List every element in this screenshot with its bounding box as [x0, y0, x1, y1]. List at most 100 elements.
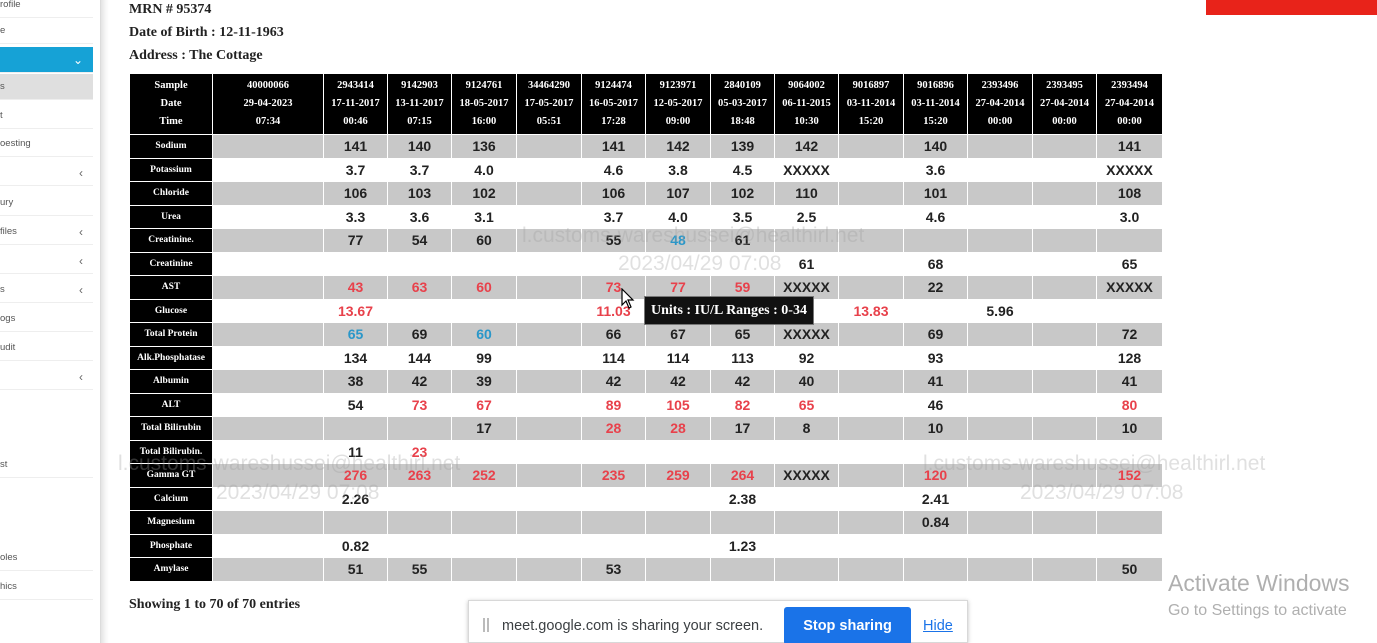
result-cell[interactable]: 65 — [323, 322, 388, 347]
result-cell[interactable]: 77 — [323, 228, 388, 253]
result-cell[interactable]: 2.5 — [774, 204, 839, 229]
sidebar-item[interactable]: ‹ — [0, 160, 93, 186]
result-cell[interactable]: 40 — [774, 369, 839, 394]
result-cell[interactable]: 3.8 — [645, 157, 711, 182]
sidebar-item[interactable]: s — [0, 74, 93, 100]
result-cell[interactable]: 102 — [451, 181, 517, 206]
result-cell[interactable]: 3.7 — [387, 157, 452, 182]
result-cell[interactable]: 28 — [645, 416, 711, 441]
result-cell[interactable]: 73 — [387, 392, 452, 417]
result-cell[interactable]: 4.5 — [710, 157, 775, 182]
result-cell[interactable]: 50 — [1096, 557, 1163, 582]
result-cell[interactable]: 259 — [645, 463, 711, 488]
result-cell[interactable]: 65 — [1096, 251, 1163, 276]
result-cell[interactable]: 264 — [710, 463, 775, 488]
result-cell[interactable]: 63 — [387, 275, 452, 300]
sidebar-item[interactable]: st — [0, 452, 93, 478]
result-cell[interactable]: 107 — [645, 181, 711, 206]
sidebar-item[interactable]: t — [0, 103, 93, 129]
result-cell[interactable]: 67 — [451, 392, 517, 417]
result-cell[interactable]: 61 — [710, 228, 775, 253]
result-cell[interactable]: 48 — [645, 228, 711, 253]
sidebar-item[interactable]: ogs — [0, 306, 93, 332]
result-cell[interactable]: 61 — [774, 251, 839, 276]
result-cell[interactable]: 54 — [323, 392, 388, 417]
result-cell[interactable]: 142 — [774, 134, 839, 159]
result-cell[interactable]: 42 — [387, 369, 452, 394]
result-cell[interactable]: 142 — [645, 134, 711, 159]
result-cell[interactable]: 41 — [1096, 369, 1163, 394]
result-cell[interactable]: 139 — [710, 134, 775, 159]
result-cell[interactable]: 120 — [903, 463, 968, 488]
result-cell[interactable]: 53 — [581, 557, 646, 582]
result-cell[interactable]: 4.0 — [451, 157, 517, 182]
result-cell[interactable]: 82 — [710, 392, 775, 417]
result-cell[interactable]: 110 — [774, 181, 839, 206]
result-cell[interactable]: 2.41 — [903, 486, 968, 511]
top-right-red-button[interactable] — [1206, 0, 1377, 15]
sidebar-item[interactable]: udit — [0, 335, 93, 361]
result-cell[interactable]: 102 — [710, 181, 775, 206]
sidebar-item[interactable]: oles — [0, 545, 93, 571]
result-cell[interactable]: 2.38 — [710, 486, 775, 511]
result-cell[interactable]: 93 — [903, 345, 968, 370]
result-cell[interactable]: 141 — [1096, 134, 1163, 159]
result-cell[interactable]: 0.82 — [323, 533, 388, 558]
result-cell[interactable]: 3.6 — [903, 157, 968, 182]
result-cell[interactable]: 0.84 — [903, 510, 968, 535]
result-cell[interactable]: 235 — [581, 463, 646, 488]
result-cell[interactable]: 11 — [323, 439, 388, 464]
result-cell[interactable]: 103 — [387, 181, 452, 206]
result-cell[interactable]: 17 — [710, 416, 775, 441]
result-cell[interactable]: 4.6 — [903, 204, 968, 229]
result-cell[interactable]: 59 — [710, 275, 775, 300]
result-cell[interactable]: 22 — [903, 275, 968, 300]
result-cell[interactable]: 106 — [581, 181, 646, 206]
result-cell[interactable]: 55 — [387, 557, 452, 582]
sidebar-item[interactable]: hics — [0, 574, 93, 600]
result-cell[interactable]: 42 — [710, 369, 775, 394]
result-cell[interactable]: 66 — [581, 322, 646, 347]
result-cell[interactable]: 4.6 — [581, 157, 646, 182]
sidebar-item[interactable]: files ‹ — [0, 219, 93, 245]
result-cell[interactable]: 43 — [323, 275, 388, 300]
result-cell[interactable]: 69 — [903, 322, 968, 347]
result-cell[interactable]: XXXXX — [774, 157, 839, 182]
windows-activation-subtitle[interactable]: Go to Settings to activate — [1168, 602, 1347, 619]
result-cell[interactable]: 106 — [323, 181, 388, 206]
result-cell[interactable]: 113 — [710, 345, 775, 370]
result-cell[interactable]: 60 — [451, 322, 517, 347]
drag-handle-icon[interactable] — [483, 618, 489, 632]
result-cell[interactable]: 10 — [1096, 416, 1163, 441]
result-cell[interactable]: 114 — [581, 345, 646, 370]
result-cell[interactable]: 8 — [774, 416, 839, 441]
result-cell[interactable]: 13.83 — [838, 298, 904, 323]
result-cell[interactable]: 2.26 — [323, 486, 388, 511]
result-cell[interactable]: 252 — [451, 463, 517, 488]
result-cell[interactable]: 80 — [1096, 392, 1163, 417]
result-cell[interactable]: 92 — [774, 345, 839, 370]
result-cell[interactable]: 69 — [387, 322, 452, 347]
result-cell[interactable]: 72 — [1096, 322, 1163, 347]
result-cell[interactable]: XXXXX — [1096, 275, 1163, 300]
sidebar-item[interactable]: e — [0, 18, 93, 44]
result-cell[interactable]: 17 — [451, 416, 517, 441]
result-cell[interactable]: 3.7 — [581, 204, 646, 229]
result-cell[interactable]: 134 — [323, 345, 388, 370]
result-cell[interactable]: 136 — [451, 134, 517, 159]
result-cell[interactable]: 276 — [323, 463, 388, 488]
sidebar-item[interactable]: s ‹ — [0, 277, 93, 303]
result-cell[interactable]: 23 — [387, 439, 452, 464]
result-cell[interactable]: 89 — [581, 392, 646, 417]
result-cell[interactable]: XXXXX — [774, 463, 839, 488]
sidebar-item[interactable]: oesting — [0, 131, 93, 157]
result-cell[interactable]: XXXXX — [774, 275, 839, 300]
result-cell[interactable]: 10 — [903, 416, 968, 441]
result-cell[interactable]: 68 — [903, 251, 968, 276]
sidebar-item[interactable]: ury — [0, 190, 93, 216]
result-cell[interactable]: 3.7 — [323, 157, 388, 182]
result-cell[interactable]: 152 — [1096, 463, 1163, 488]
result-cell[interactable]: 140 — [387, 134, 452, 159]
result-cell[interactable]: 54 — [387, 228, 452, 253]
result-cell[interactable]: 41 — [903, 369, 968, 394]
